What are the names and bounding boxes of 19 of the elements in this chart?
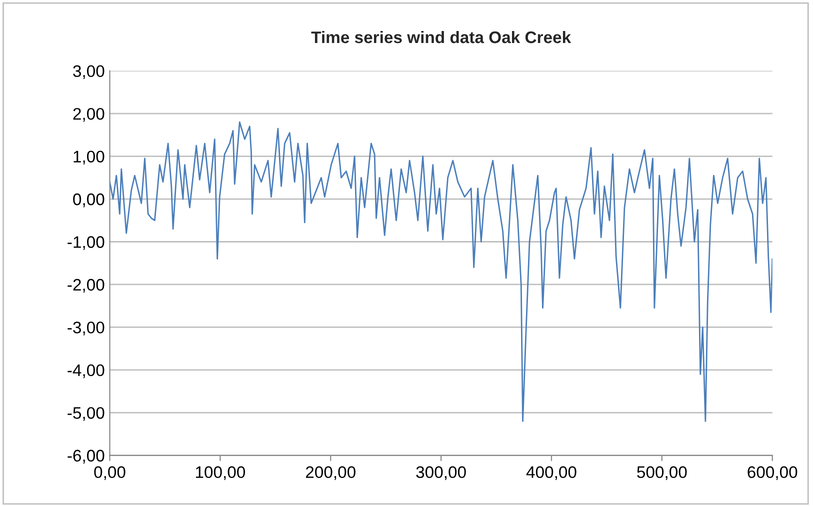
x-tick-label: 500,00 <box>637 466 687 480</box>
y-tick-label: 3,00 <box>73 65 104 80</box>
chart-title: Time series wind data Oak Creek <box>311 30 572 44</box>
line-series <box>110 121 772 422</box>
y-tick-label: -2,00 <box>68 278 104 293</box>
x-tick-label: 0,00 <box>94 466 126 480</box>
y-tick-label: -1,00 <box>68 236 104 250</box>
y-tick-label: 0,00 <box>73 193 104 208</box>
x-tick-label: 100,00 <box>196 466 246 480</box>
y-tick-label: 1,00 <box>74 150 104 164</box>
x-tick-label: 400,00 <box>526 466 576 480</box>
y-tick-label: 2,00 <box>73 108 104 122</box>
y-tick-label: -6,00 <box>68 450 104 464</box>
x-tick-label: 200,00 <box>306 466 356 480</box>
x-tick-label: 300,00 <box>416 466 466 480</box>
y-tick-label: -5,00 <box>68 407 104 421</box>
y-tick-label: -4,00 <box>68 364 104 378</box>
y-tick-label: -3,00 <box>68 322 104 336</box>
x-tick-label: 600,00 <box>748 466 798 480</box>
